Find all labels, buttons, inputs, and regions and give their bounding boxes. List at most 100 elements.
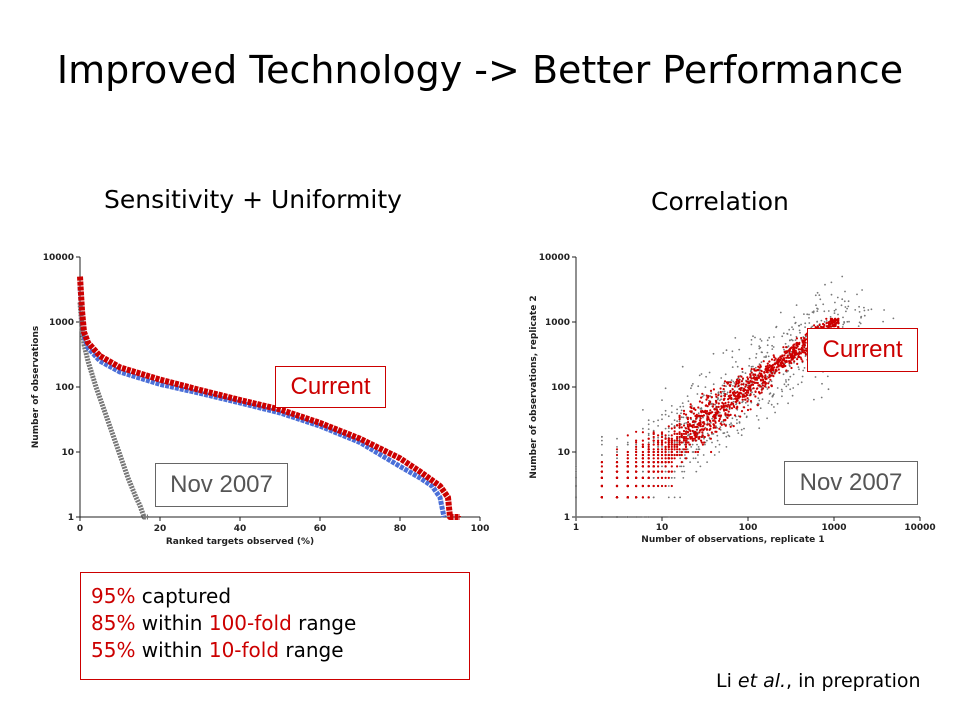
scatter-point <box>699 417 702 420</box>
scatter-point <box>720 405 723 408</box>
scatter-point <box>772 346 775 348</box>
scatter-point <box>776 387 779 389</box>
scatter-point <box>794 339 797 341</box>
scatter-point <box>691 429 694 433</box>
scatter-point <box>746 400 749 403</box>
scatter-point <box>792 328 795 331</box>
citation: Li et al., in prepration <box>716 670 921 692</box>
scatter-point <box>684 457 688 460</box>
scatter-point <box>837 320 840 323</box>
scatter-point <box>691 451 694 453</box>
scatter-point <box>740 428 743 431</box>
scatter-point <box>684 413 688 416</box>
scatter-point <box>787 383 790 386</box>
scatter-point <box>616 451 618 453</box>
scatter-point <box>732 404 735 407</box>
scatter-point <box>684 437 688 440</box>
scatter-point <box>710 450 713 454</box>
scatter-point <box>680 423 683 426</box>
scatter-point <box>676 439 679 442</box>
scatter-point <box>714 411 717 414</box>
scatter-point <box>762 360 765 363</box>
scatter-point <box>772 394 774 397</box>
scatter-point <box>680 461 683 464</box>
scatter-point <box>796 358 799 361</box>
y-tick-label: 10 <box>61 448 74 458</box>
scatter-point <box>723 384 726 387</box>
scatter-point <box>690 384 693 387</box>
scatter-point <box>700 435 703 439</box>
scatter-point <box>740 386 743 390</box>
scatter-point <box>746 376 749 379</box>
scatter-point <box>746 397 749 400</box>
scatter-point <box>774 357 777 360</box>
y-tick-label: 1000 <box>49 318 74 328</box>
scatter-point <box>616 457 618 460</box>
scatter-point <box>772 354 775 357</box>
scatter-point <box>667 415 670 418</box>
scatter-point <box>736 418 738 421</box>
scatter-point <box>635 470 638 473</box>
scatter-point <box>754 395 757 398</box>
scatter-point <box>641 457 644 460</box>
scatter-point <box>626 443 629 446</box>
y-tick-label: 10000 <box>539 253 570 263</box>
scatter-point <box>837 322 840 325</box>
scatter-point <box>713 408 716 411</box>
scatter-point <box>690 410 693 413</box>
scatter-point <box>635 465 638 468</box>
scatter-point <box>696 393 699 395</box>
scatter-point <box>765 356 767 359</box>
scatter-point <box>845 310 847 313</box>
scatter-point <box>699 439 703 442</box>
scatter-point <box>726 393 728 395</box>
scatter-point <box>703 437 705 440</box>
scatter-point <box>730 379 733 381</box>
scatter-point <box>682 448 686 451</box>
scatter-point <box>727 403 730 406</box>
scatter-point <box>667 437 670 440</box>
scatter-point <box>601 454 603 456</box>
summary-value: 95% <box>91 584 136 608</box>
scatter-point <box>749 374 752 377</box>
scatter-point <box>797 383 799 386</box>
scatter-point <box>682 409 686 412</box>
scatter-point <box>615 461 619 464</box>
scatter-point <box>575 496 577 499</box>
scatter-point <box>678 443 681 446</box>
scatter-point <box>681 365 684 368</box>
scatter-point <box>664 465 667 468</box>
scatter-point <box>779 311 782 314</box>
y-tick-label: 1000 <box>545 318 570 328</box>
scatter-point <box>806 313 809 316</box>
scatter-point <box>701 392 704 395</box>
y-tick-label: 100 <box>551 383 570 393</box>
scatter-point <box>749 389 752 392</box>
scatter-point <box>660 450 664 454</box>
scatter-point <box>736 405 739 408</box>
scatter-point <box>737 375 740 378</box>
scatter-point <box>678 424 681 427</box>
scatter-point <box>724 424 727 427</box>
scatter-point <box>727 398 730 401</box>
scatter-point <box>769 372 772 374</box>
scatter-point <box>743 388 747 391</box>
scatter-point <box>768 380 771 383</box>
scatter-point <box>755 353 758 355</box>
scatter-point <box>707 418 710 421</box>
scatter-point <box>673 453 676 457</box>
scatter-point <box>782 363 786 366</box>
scatter-point <box>745 380 748 383</box>
scatter-point <box>822 303 825 306</box>
scatter-point <box>635 443 637 446</box>
scatter-point <box>801 360 804 363</box>
scatter-point <box>742 383 745 386</box>
x-tick-label: 1 <box>573 523 579 533</box>
scatter-point <box>642 427 644 430</box>
scatter-point <box>615 496 619 499</box>
summary-value: 55% <box>91 638 136 662</box>
scatter-point <box>667 496 670 499</box>
scatter-point <box>776 359 779 362</box>
scatter-point <box>641 465 644 468</box>
scatter-point <box>707 434 710 437</box>
